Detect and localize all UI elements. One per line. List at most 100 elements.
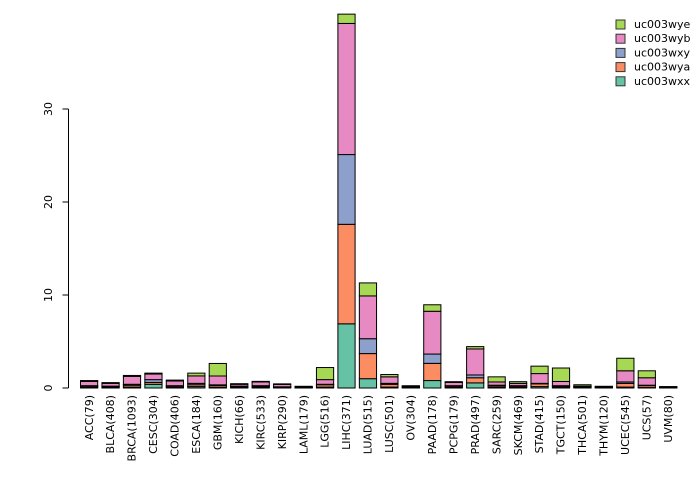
bar-segment-uc003wye bbox=[358, 282, 378, 297]
x-axis-label: UCS(57) bbox=[640, 395, 653, 440]
x-axis-label: SKCM(469) bbox=[512, 395, 525, 455]
x-axis-label: OV(304) bbox=[405, 395, 418, 441]
bar-segment-uc003wye bbox=[251, 380, 270, 383]
x-axis-label: PRAD(497) bbox=[469, 395, 482, 454]
bar-segment-uc003wye bbox=[530, 365, 549, 375]
bar-segment-uc003wyb bbox=[551, 380, 571, 387]
x-axis-label: ESCA(184) bbox=[190, 395, 203, 454]
bar-segment-uc003wyb bbox=[208, 375, 227, 386]
bar-segment-uc003wyb bbox=[466, 348, 485, 376]
bar-segment-uc003wye bbox=[315, 367, 335, 381]
x-axis-label: LIHC(371) bbox=[340, 395, 353, 450]
bar-segment-uc003wye bbox=[144, 372, 163, 375]
bar-segment-uc003wyb bbox=[187, 375, 206, 384]
bar-segment-uc003wyb bbox=[637, 377, 656, 386]
bar-segment-uc003wyb bbox=[315, 379, 335, 385]
bar-segment-uc003wye bbox=[573, 384, 592, 387]
bar-segment-uc003wye bbox=[487, 376, 506, 383]
bar-segment-uc003wye bbox=[466, 346, 485, 350]
bar-segment-uc003wye bbox=[423, 304, 442, 312]
bar-segment-uc003wye bbox=[337, 13, 356, 24]
legend-swatch-uc003wya bbox=[615, 62, 626, 73]
x-axis-label: TGCT(150) bbox=[555, 395, 568, 455]
bar-segment-uc003wye bbox=[122, 374, 142, 377]
bar-segment-uc003wxx bbox=[358, 378, 378, 389]
bar-segment-uc003wxx bbox=[337, 323, 356, 389]
y-tick-label: 20 bbox=[42, 195, 55, 209]
bar-segment-uc003wyb bbox=[380, 376, 399, 384]
bar-segment-uc003wye bbox=[80, 380, 99, 382]
bar-segment-uc003wye bbox=[230, 383, 249, 385]
x-axis-label: KIRC(533) bbox=[254, 395, 267, 450]
x-axis-label: PAAD(178) bbox=[426, 395, 439, 454]
legend-label: uc003wxy bbox=[634, 46, 691, 59]
bar-segment-uc003wye bbox=[444, 381, 463, 383]
x-axis-label: LUSC(501) bbox=[383, 395, 396, 453]
bar-segment-uc003wya bbox=[466, 377, 485, 384]
x-axis-label: BLCA(408) bbox=[104, 395, 117, 453]
x-axis-label: THCA(501) bbox=[576, 395, 589, 456]
x-axis-label: THYM(120) bbox=[598, 395, 611, 457]
bar-segment-uc003wye bbox=[616, 357, 635, 372]
bar-segment-uc003wye bbox=[187, 372, 206, 377]
legend-label: uc003wyb bbox=[634, 32, 691, 45]
bar-segment-uc003wxy bbox=[337, 154, 356, 225]
bar-segment-uc003wye bbox=[101, 382, 120, 384]
bar-segment-uc003wye bbox=[509, 381, 528, 384]
bar-segment-uc003wye bbox=[551, 367, 571, 382]
legend-swatch-uc003wxy bbox=[615, 47, 626, 58]
bar-segment-uc003wya bbox=[358, 353, 378, 380]
legend-swatch-uc003wyb bbox=[615, 33, 626, 44]
legend-label: uc003wya bbox=[634, 61, 690, 74]
bar-segment-uc003wyb bbox=[144, 373, 163, 381]
bar-segment-uc003wyb bbox=[616, 370, 635, 383]
legend-label: uc003wye bbox=[634, 18, 691, 31]
bar-segment-uc003wyb bbox=[337, 22, 356, 156]
x-axis-label: ACC(79) bbox=[83, 395, 96, 440]
bar-segment-uc003wxy bbox=[423, 353, 442, 364]
y-tick-label: 0 bbox=[42, 385, 55, 392]
bar-segment-uc003wyb bbox=[358, 295, 378, 340]
x-axis-label: COAD(406) bbox=[169, 395, 182, 457]
bar-segment-uc003wye bbox=[637, 370, 656, 379]
legend-swatch-uc003wye bbox=[615, 19, 626, 30]
x-axis-label: BRCA(1093) bbox=[126, 395, 139, 461]
x-axis-label: KICH(66) bbox=[233, 395, 246, 444]
bar-segment-uc003wxy bbox=[358, 338, 378, 355]
x-axis-label: LAML(179) bbox=[297, 395, 310, 454]
bar-segment-uc003wyb bbox=[251, 381, 270, 387]
x-axis-label: UVM(80) bbox=[662, 395, 675, 443]
bar-segment-uc003wye bbox=[273, 383, 292, 385]
x-axis-label: STAD(415) bbox=[533, 395, 546, 453]
bar-segment-uc003wye bbox=[659, 386, 678, 388]
x-axis-label: CESC(304) bbox=[147, 395, 160, 454]
y-tick-label: 10 bbox=[42, 288, 55, 302]
bar-segment-uc003wxx bbox=[466, 382, 485, 389]
bar-segment-uc003wyb bbox=[165, 380, 185, 387]
y-tick-label: 30 bbox=[42, 102, 55, 116]
bar-segment-uc003wyb bbox=[530, 373, 549, 384]
bar-segment-uc003wye bbox=[165, 379, 185, 382]
x-axis-label: LGG(516) bbox=[319, 395, 332, 448]
x-axis-label: GBM(160) bbox=[211, 395, 224, 450]
legend-swatch-uc003wxx bbox=[615, 76, 626, 87]
bar-segment-uc003wye bbox=[594, 385, 613, 388]
bar-segment-uc003wye bbox=[294, 385, 313, 388]
bar-segment-uc003wxx bbox=[144, 383, 163, 389]
x-axis-label: KIRP(290) bbox=[276, 395, 289, 449]
bar-segment-uc003wye bbox=[208, 362, 227, 377]
x-axis-label: LUAD(515) bbox=[362, 395, 375, 454]
bar-segment-uc003wyb bbox=[423, 310, 442, 355]
bar-segment-uc003wya bbox=[423, 362, 442, 382]
bar-segment-uc003wyb bbox=[80, 380, 99, 387]
bar-segment-uc003wya bbox=[616, 382, 635, 388]
bar-segment-uc003wxx bbox=[423, 380, 442, 389]
x-axis-label: UCEC(545) bbox=[619, 395, 632, 455]
bar-segment-uc003wye bbox=[380, 374, 399, 378]
bar-segment-uc003wye bbox=[401, 385, 420, 387]
bar-segment-uc003wya bbox=[337, 223, 356, 325]
x-axis-label: PCPG(179) bbox=[447, 395, 460, 454]
legend-label: uc003wxx bbox=[634, 75, 691, 88]
